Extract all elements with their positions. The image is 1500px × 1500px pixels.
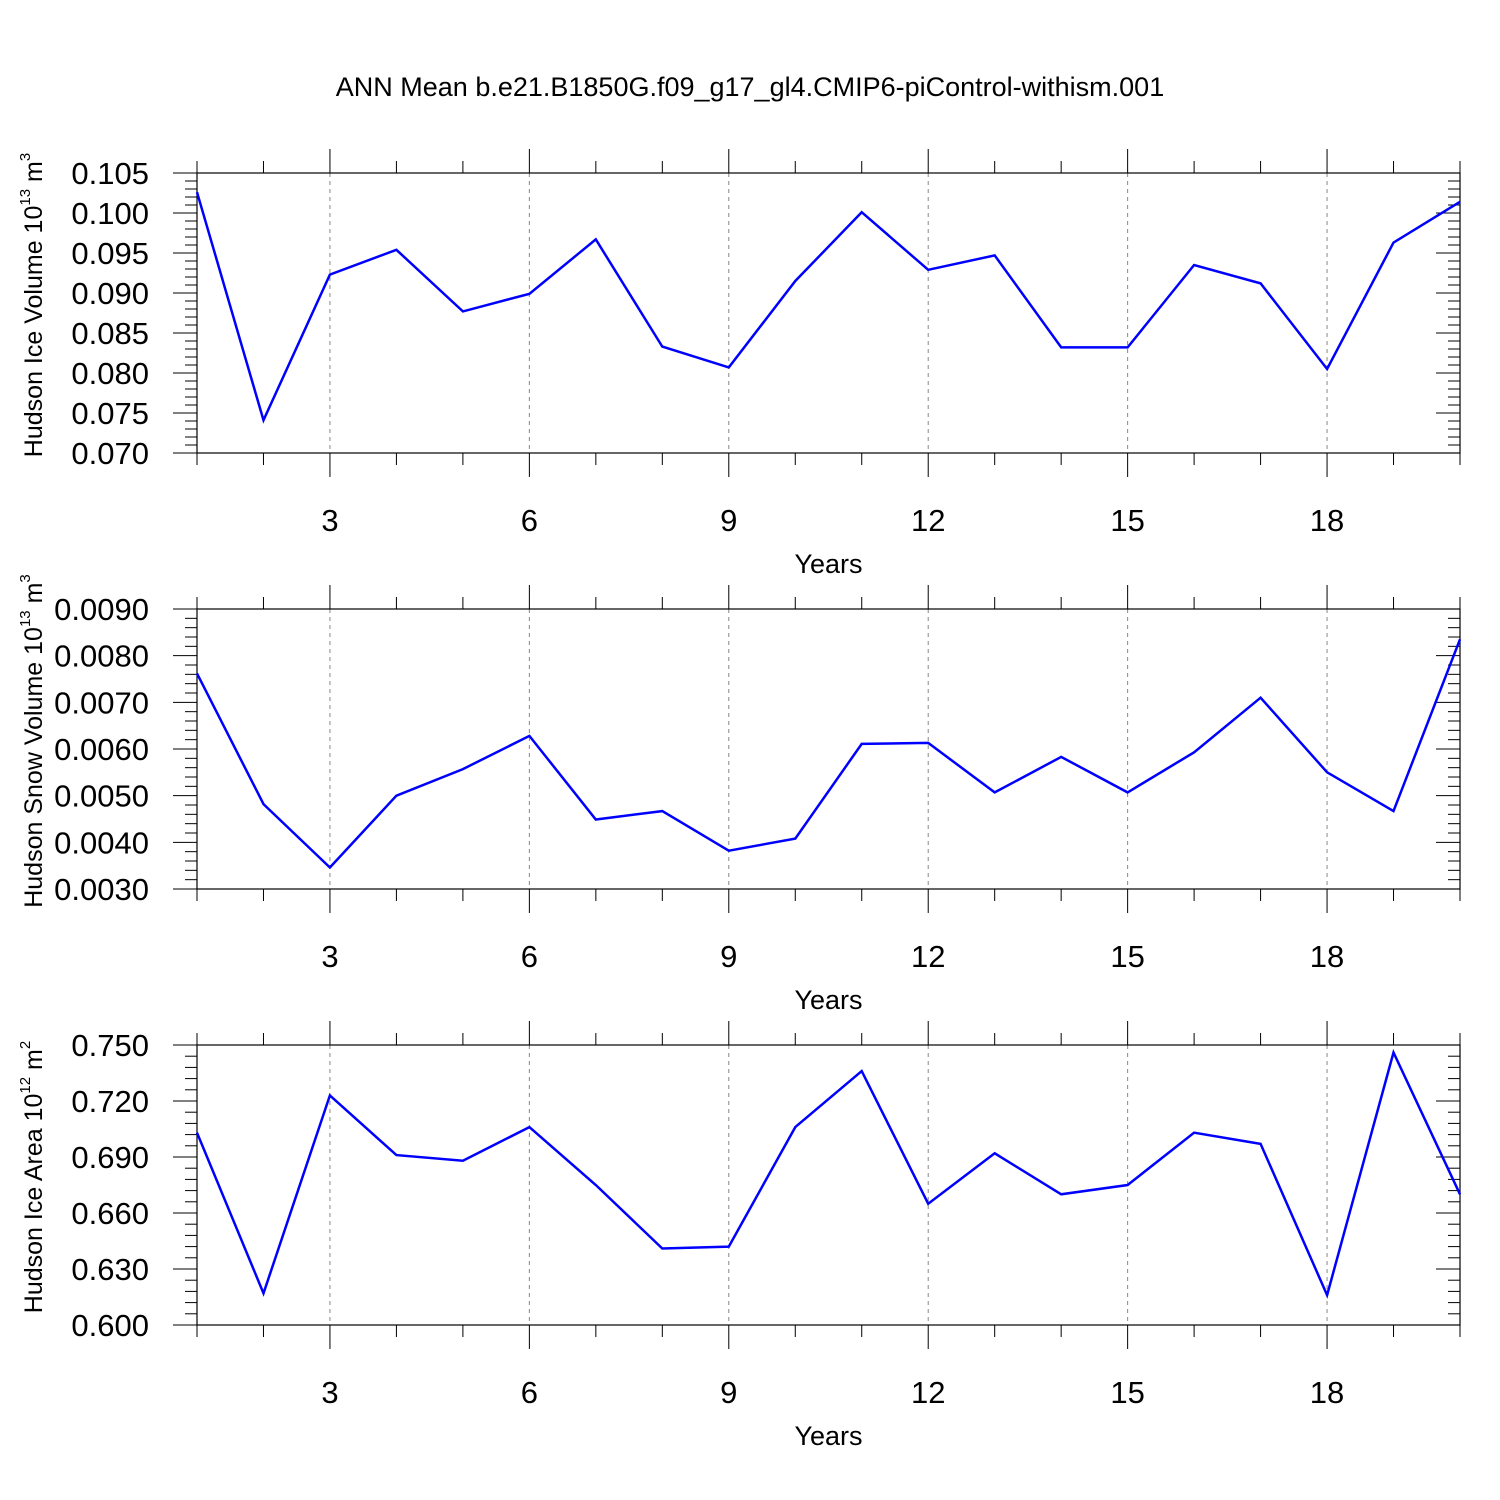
y-tick-label: 0.095 bbox=[71, 236, 149, 271]
y-tick-label: 0.720 bbox=[71, 1084, 149, 1119]
y-tick-label: 0.080 bbox=[71, 356, 149, 391]
y-tick-label: 0.100 bbox=[71, 196, 149, 231]
y-tick-label: 0.630 bbox=[71, 1252, 149, 1287]
main-title: ANN Mean b.e21.B1850G.f09_g17_gl4.CMIP6-… bbox=[335, 72, 1165, 102]
x-tick-label: 3 bbox=[321, 939, 338, 974]
y-tick-label: 0.0050 bbox=[54, 779, 149, 814]
x-tick-label: 18 bbox=[1310, 1375, 1344, 1410]
x-axis-title: Years bbox=[794, 549, 862, 579]
panel-3: 3 6 9 12 15 18 Years 0.600 0.630 0.660 0.690 0.720 0… bbox=[17, 1021, 1462, 1451]
x-tick-label: 12 bbox=[911, 939, 945, 974]
panel-1: 3 6 9 12 15 18 Years 0.070 0.075 0.080 0.085 0.090 0… bbox=[17, 149, 1461, 579]
y-tick-label: 0.0060 bbox=[54, 732, 149, 767]
plot-frame bbox=[196, 172, 1461, 454]
x-tick-label: 15 bbox=[1110, 503, 1144, 538]
plot-frame bbox=[196, 1044, 1461, 1326]
x-tick-label: 12 bbox=[911, 1375, 945, 1410]
x-tick-label: 9 bbox=[720, 939, 737, 974]
y-tick-label: 0.085 bbox=[71, 316, 149, 351]
x-tick-label: 9 bbox=[720, 1375, 737, 1410]
plot-frame bbox=[196, 608, 1461, 890]
y-tick-label: 0.0030 bbox=[54, 872, 149, 907]
y-axis-title: Hudson Snow Volume 1013 m3 bbox=[17, 574, 48, 908]
y-axis-title: Hudson Ice Volume 1013 m3 bbox=[17, 153, 48, 457]
x-tick-label: 3 bbox=[321, 503, 338, 538]
x-tick-label: 3 bbox=[321, 1375, 338, 1410]
y-tick-label: 0.0070 bbox=[54, 685, 149, 720]
y-tick-label: 0.0040 bbox=[54, 825, 149, 860]
x-tick-label: 18 bbox=[1310, 939, 1344, 974]
x-axis-title: Years bbox=[794, 1421, 862, 1451]
x-tick-label: 15 bbox=[1110, 1375, 1144, 1410]
y-tick-label: 0.0080 bbox=[54, 639, 149, 674]
x-tick-label: 15 bbox=[1110, 939, 1144, 974]
y-tick-label: 0.660 bbox=[71, 1196, 149, 1231]
x-tick-label: 6 bbox=[521, 939, 538, 974]
panel-2: 3 6 9 12 15 18 Years 0.0030 0.0040 0.0050 0.0060 0.… bbox=[17, 574, 1462, 1015]
y-tick-label: 0.105 bbox=[71, 156, 149, 191]
x-tick-label: 12 bbox=[911, 503, 945, 538]
y-tick-label: 0.090 bbox=[71, 276, 149, 311]
series-line bbox=[195, 638, 1462, 870]
x-axis-title: Years bbox=[794, 985, 862, 1015]
y-tick-label: 0.600 bbox=[71, 1308, 149, 1343]
x-tick-label: 6 bbox=[521, 503, 538, 538]
y-tick-label: 0.690 bbox=[71, 1140, 149, 1175]
x-tick-label: 6 bbox=[521, 1375, 538, 1410]
x-tick-label: 9 bbox=[720, 503, 737, 538]
y-tick-label: 0.750 bbox=[71, 1028, 149, 1063]
y-tick-label: 0.075 bbox=[71, 396, 149, 431]
y-tick-label: 0.0090 bbox=[54, 592, 149, 627]
y-tick-label: 0.070 bbox=[71, 436, 149, 471]
x-tick-label: 18 bbox=[1310, 503, 1344, 538]
series-line bbox=[195, 191, 1461, 424]
series-line bbox=[195, 1048, 1462, 1299]
y-axis-title: Hudson Ice Area 1012 m2 bbox=[17, 1041, 48, 1313]
